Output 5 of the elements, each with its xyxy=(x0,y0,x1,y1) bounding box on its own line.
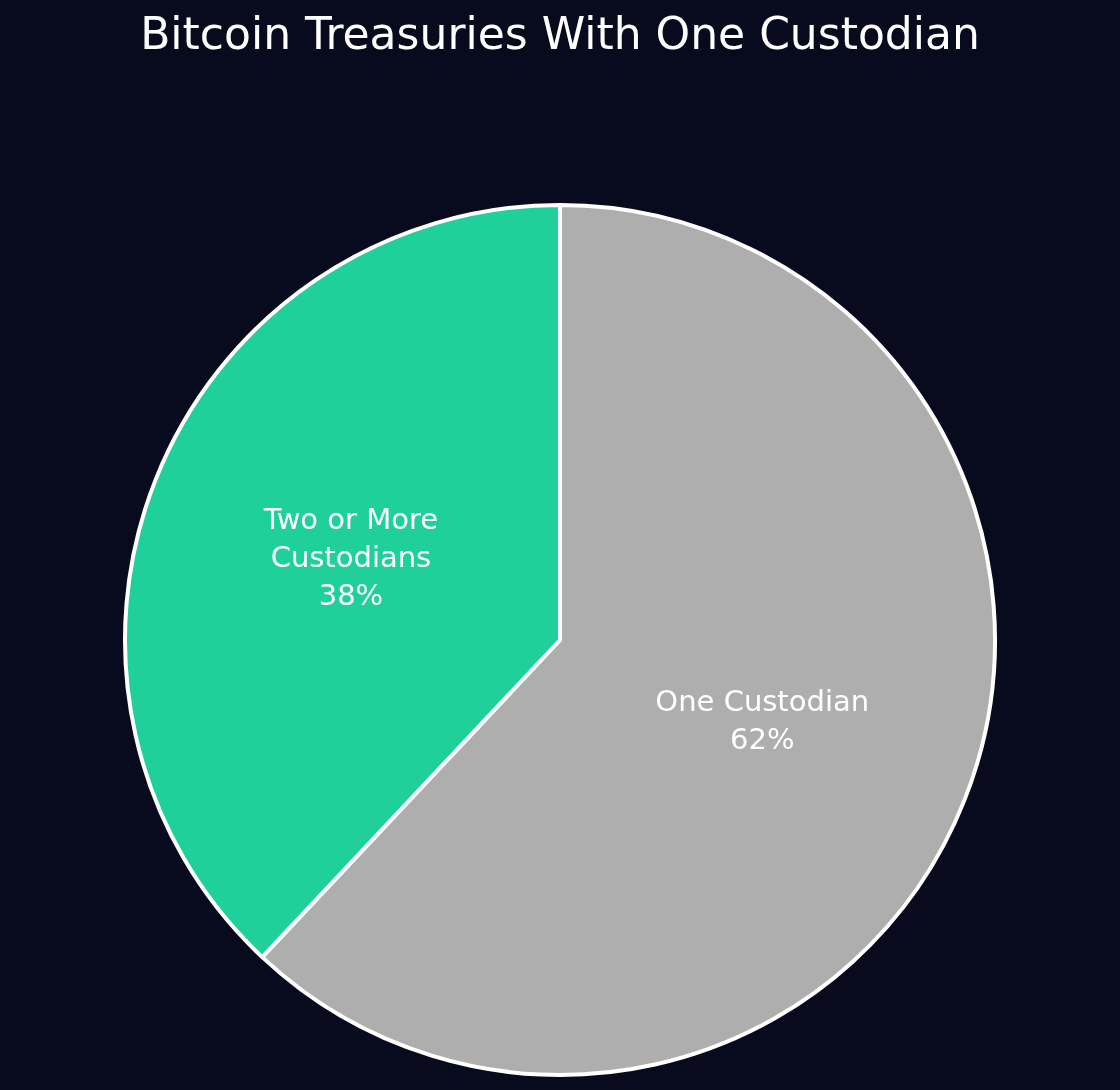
slice-label: One Custodian xyxy=(655,684,870,719)
chart-title: Bitcoin Treasuries With One Custodian xyxy=(140,7,980,59)
data-label: 62% xyxy=(729,721,795,756)
slice-label: Two or More Custodians xyxy=(262,502,439,575)
data-label: 38% xyxy=(318,577,384,612)
